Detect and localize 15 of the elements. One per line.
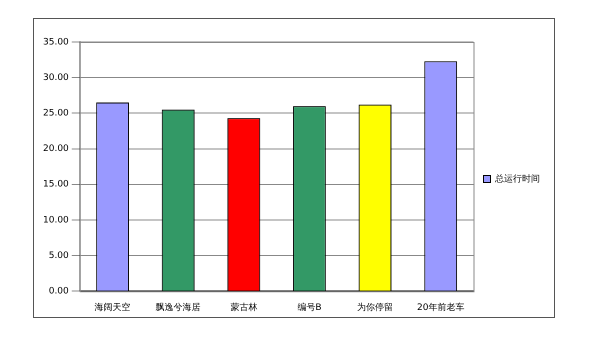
x-tick-label: 编号B [297, 302, 322, 313]
x-tick-label: 为你停留 [357, 302, 394, 313]
y-tick-label: 10.00 [43, 215, 70, 226]
x-tick-label: 20年前老车 [416, 302, 464, 313]
x-tick-label: 蒙古林 [230, 302, 258, 313]
x-tick-label: 飘逸兮海居 [156, 302, 201, 313]
y-tick-label: 15.00 [43, 180, 70, 190]
y-tick-label: 35.00 [43, 37, 70, 48]
y-tick-label: 25.00 [43, 108, 70, 119]
y-tick-label: 30.00 [43, 72, 70, 83]
x-tick-label: 海阔天空 [94, 302, 131, 313]
y-tick-label: 0.00 [48, 286, 70, 297]
legend-label: 总运行时间 [494, 173, 540, 184]
y-tick-label: 5.00 [48, 250, 70, 261]
y-tick-label: 20.00 [43, 144, 70, 154]
